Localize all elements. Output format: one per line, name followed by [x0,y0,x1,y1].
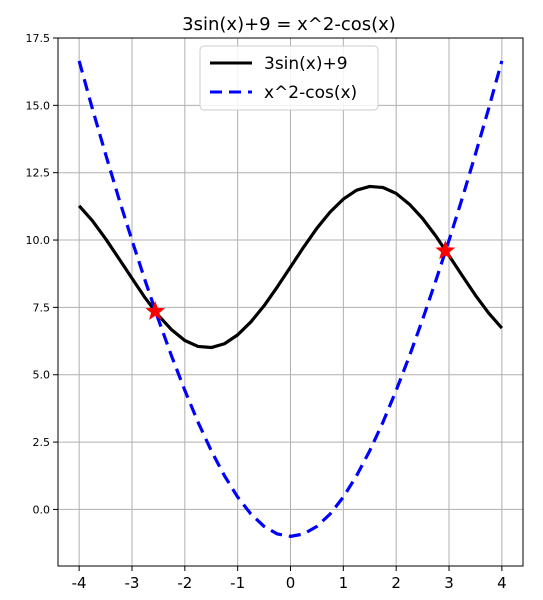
y-tick-label: 0.0 [33,503,51,516]
y-tick-label: 17.5 [26,32,51,45]
series-layer [77,60,504,538]
x-tick-label: -2 [177,574,192,592]
y-tick-label: 5.0 [33,369,51,382]
legend-label-series-1: 3sin(x)+9 [264,54,348,74]
y-tick-label: 15.0 [26,99,51,112]
marker-layer [145,240,456,320]
x-tick-label: -1 [230,574,245,592]
chart-title: 3sin(x)+9 = x^2-cos(x) [182,14,396,35]
x-tick-label: -3 [124,574,139,592]
x-tick-label: 4 [497,574,507,592]
series-line-1 [77,184,504,350]
intersection-star-1 [145,301,166,320]
x-tick-label: 2 [391,574,401,592]
x-tick-label: 0 [286,574,296,592]
grid [58,37,523,566]
intersection-star-2 [435,240,456,260]
y-tick-label: 10.0 [26,234,51,247]
series-line-2 [77,60,504,538]
x-tick-label: 1 [339,574,349,592]
axis-ticks: -4 -3 -2 -1 0 1 2 3 4 0.0 2.5 5.0 7.5 10.0 12.5 15.0 17.… [26,32,507,592]
y-tick-label: 7.5 [33,301,51,314]
legend-label-series-2: x^2-cos(x) [264,83,357,103]
x-tick-label: -4 [72,574,87,592]
legend: 3sin(x)+9 x^2-cos(x) [199,45,379,111]
y-tick-label: 2.5 [33,436,51,449]
y-tick-label: 12.5 [26,167,51,180]
x-tick-label: 3 [444,574,454,592]
